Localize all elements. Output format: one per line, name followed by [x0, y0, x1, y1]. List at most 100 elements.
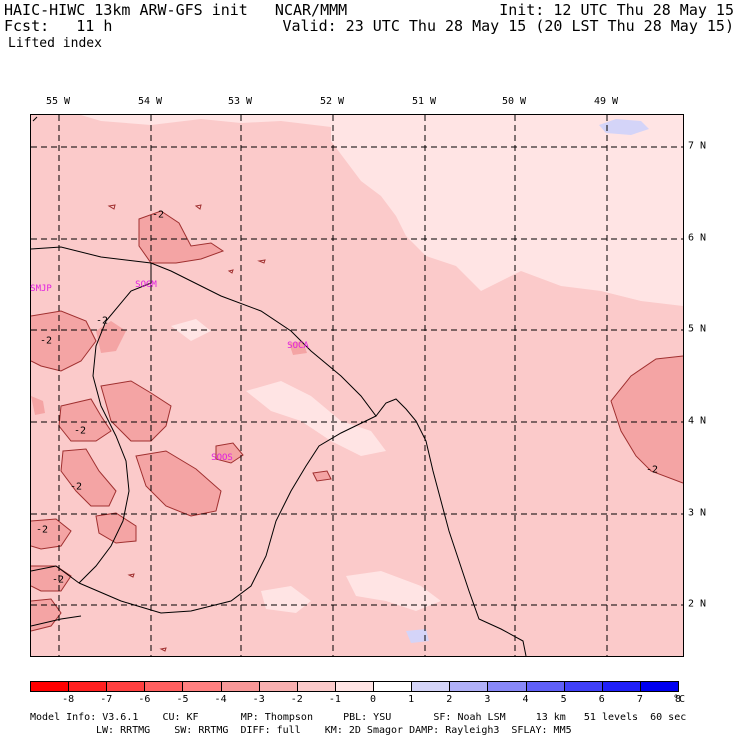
lon-label-54w: 54 W	[137, 96, 163, 107]
lon-label-55w: 55 W	[45, 96, 71, 107]
light-patch-southwest	[261, 586, 311, 613]
station-soos: SOOS	[211, 453, 233, 463]
colorbar-cell	[144, 681, 184, 692]
lat-label-5n: 5 N	[688, 323, 707, 335]
colorbar-cell	[220, 681, 260, 692]
colorbar-cell	[639, 681, 679, 692]
colorbar-tick-label: -7	[100, 694, 113, 705]
colorbar-tick-label: -6	[138, 694, 151, 705]
lon-label-50w: 50 W	[501, 96, 527, 107]
colorbar-tick-label: 5	[560, 694, 567, 705]
dark-zone-west-1	[31, 311, 96, 371]
lon-label-53w: 53 W	[227, 96, 253, 107]
colorbar-cell	[601, 681, 641, 692]
border-west-2	[31, 565, 80, 584]
lat-label-4n: 4 N	[688, 415, 707, 427]
latlon-grid	[31, 115, 683, 656]
contour-label: -2	[39, 335, 53, 347]
light-zone-northeast	[331, 115, 683, 306]
forecast-hour: Fcst: 11 h	[4, 17, 113, 35]
colorbar-tick-label: 4	[522, 694, 529, 705]
colorbar-tick-label: 6	[598, 694, 605, 705]
light-patch-center	[246, 381, 386, 456]
light-patch-south	[346, 571, 441, 611]
dark-zone-west-8	[31, 519, 71, 549]
contour-label: -2	[73, 425, 87, 437]
colorbar-tick-label: -2	[290, 694, 303, 705]
colorbar-tick-label: 3	[484, 694, 491, 705]
colorbar-tick-label: 8	[674, 694, 682, 705]
model-info-line1: Model Info: V3.6.1 CU: KF MP: Thompson P…	[30, 712, 687, 723]
colorbar-tick-label: 7	[636, 694, 643, 705]
dark-zone-west-2	[96, 321, 126, 353]
contour-label: -2	[35, 524, 49, 536]
colorbar-tick-label: -4	[214, 694, 227, 705]
colorbar-cell	[411, 681, 451, 692]
borders-coastline	[31, 116, 527, 656]
plot-title: HAIC-HIWC 13km ARW-GFS init NCAR/MMM	[4, 1, 348, 19]
dark-zone-west-11	[31, 396, 45, 415]
valid-time: Valid: 23 UTC Thu 28 May 15 (20 LST Thu …	[282, 17, 734, 35]
colorbar-cell	[487, 681, 527, 692]
colorbar-cell	[258, 681, 298, 692]
lon-label-51w: 51 W	[411, 96, 437, 107]
colorbar-cell	[334, 681, 375, 692]
colorbar-cell	[182, 681, 222, 692]
dark-zone-east	[611, 356, 683, 483]
dark-zone-west-10	[31, 599, 61, 631]
colorbar-unit: °C	[672, 694, 686, 705]
field-name: Lifted index	[8, 36, 102, 51]
colorbar-cell	[373, 681, 413, 692]
colorbar-cell	[68, 681, 108, 692]
lat-label-7n: 7 N	[688, 140, 707, 152]
colorbar-tick-label: -5	[176, 694, 189, 705]
colorbar-cell	[30, 681, 70, 692]
border-east-river	[31, 615, 82, 627]
contour-label: -2	[69, 481, 83, 493]
lat-label-6n: 6 N	[688, 232, 707, 244]
colorbar-tick-label: 0	[370, 694, 377, 705]
colorbar-cell	[525, 681, 565, 692]
blue-patch-south	[406, 629, 429, 643]
dark-zone-west-5	[61, 449, 116, 506]
dark-zone-west-6	[136, 451, 221, 516]
lat-label-2n: 2 N	[688, 598, 707, 610]
station-smjp: SMJP	[30, 284, 52, 294]
colorbar-tick-label: 2	[446, 694, 453, 705]
contour-label: -2	[51, 574, 65, 586]
colorbar-cell	[563, 681, 603, 692]
dark-zone-north	[139, 211, 223, 263]
colorbar-cell	[449, 681, 489, 692]
dark-zone-west-3	[59, 399, 111, 441]
coastline	[31, 246, 527, 656]
lon-label-52w: 52 W	[319, 96, 345, 107]
contour-label: -2	[645, 464, 659, 476]
colorbar-cell	[106, 681, 146, 692]
contour-label: -2	[151, 209, 165, 221]
lifted-index-field	[31, 115, 683, 656]
dark-zone-west-9	[31, 566, 71, 591]
dark-zone-center	[216, 443, 243, 463]
colorbar-tick-label: 1	[408, 694, 415, 705]
station-soca: SOCA	[287, 341, 309, 351]
dark-zone-small-2	[289, 341, 307, 355]
dark-zone-small-1	[313, 471, 331, 481]
init-time: Init: 12 UTC Thu 28 May 15	[499, 1, 734, 19]
colorbar-tick-label: -1	[328, 694, 341, 705]
colorbar-tick-label: -8	[62, 694, 75, 705]
dark-zone-west-4	[101, 381, 171, 441]
light-zone-northwest-strip	[81, 115, 331, 127]
border-south	[78, 415, 377, 614]
map-panel	[30, 114, 684, 657]
border-west-1	[78, 263, 152, 584]
station-sogm: SOGM	[135, 280, 157, 290]
dark-zone-west-7	[96, 513, 136, 543]
blue-patch-northeast	[599, 119, 649, 135]
colorbar-cell	[296, 681, 336, 692]
contour-label: -2	[95, 315, 109, 327]
lat-label-3n: 3 N	[688, 507, 707, 519]
contour-lines	[31, 204, 683, 652]
colorbar-tick-label: -3	[252, 694, 265, 705]
lon-label-49w: 49 W	[593, 96, 619, 107]
model-info-line2: LW: RRTMG SW: RRTMG DIFF: full KM: 2D Sm…	[96, 725, 572, 736]
